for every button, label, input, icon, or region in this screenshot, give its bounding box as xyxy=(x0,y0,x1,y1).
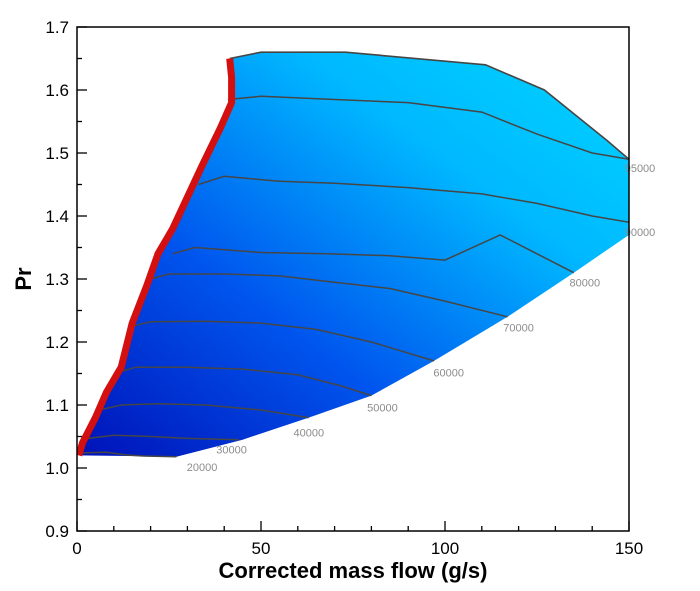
y-tick-label: 1.6 xyxy=(45,81,69,100)
y-axis-title: Pr xyxy=(11,267,36,291)
plot-axes: 0 50 100 150 0.9 1.0 1.1 1.2 1.3 1.4 1.5 1.6 1.7 Co… xyxy=(11,18,643,583)
speed-label-20000: 20000 xyxy=(187,462,218,474)
map-upper-boundary xyxy=(229,51,629,160)
x-tick-label: 150 xyxy=(615,539,643,558)
speed-labels: 20000 30000 40000 50000 60000 70000 80000 90000… xyxy=(187,163,655,474)
speed-label-70000: 70000 xyxy=(503,322,534,334)
y-tick-label: 1.7 xyxy=(45,18,69,37)
speed-label-80000: 80000 xyxy=(570,278,601,290)
speed-line-80000 xyxy=(172,234,575,274)
speed-label-50000: 50000 xyxy=(367,402,398,414)
y-tick-label: 1.5 xyxy=(45,144,69,163)
y-tick-label: 0.9 xyxy=(45,522,69,541)
y-tick-label: 1.0 xyxy=(45,459,69,478)
map-layer xyxy=(77,51,629,458)
speed-label-60000: 60000 xyxy=(433,368,464,380)
surge-line xyxy=(77,58,236,457)
y-tick-label: 1.4 xyxy=(45,207,69,226)
speed-label-95000: 95000 xyxy=(625,163,656,175)
y-tick-label: 1.3 xyxy=(45,270,69,289)
speed-line-70000 xyxy=(150,273,508,318)
y-axis-ticks: 0.9 1.0 1.1 1.2 1.3 1.4 1.5 1.6 1.7 xyxy=(45,18,87,541)
speed-line-20000 xyxy=(80,451,177,458)
speed-lines xyxy=(80,95,629,458)
speed-line-90000 xyxy=(198,175,629,224)
speed-label-40000: 40000 xyxy=(294,428,325,440)
x-axis-title: Corrected mass flow (g/s) xyxy=(219,558,488,583)
speed-line-50000 xyxy=(113,366,372,397)
x-tick-label: 0 xyxy=(72,539,81,558)
x-tick-label: 50 xyxy=(252,539,271,558)
x-tick-label: 100 xyxy=(431,539,459,558)
speed-line-30000 xyxy=(87,434,239,441)
speed-line-60000 xyxy=(132,320,435,362)
x-axis-ticks: 0 50 100 150 xyxy=(72,521,643,558)
speed-label-90000: 90000 xyxy=(625,227,656,239)
y-tick-label: 1.1 xyxy=(45,396,69,415)
y-tick-label: 1.2 xyxy=(45,333,69,352)
speed-line-40000 xyxy=(98,402,309,419)
speed-label-30000: 30000 xyxy=(216,445,247,457)
speed-line-95000 xyxy=(227,95,629,161)
